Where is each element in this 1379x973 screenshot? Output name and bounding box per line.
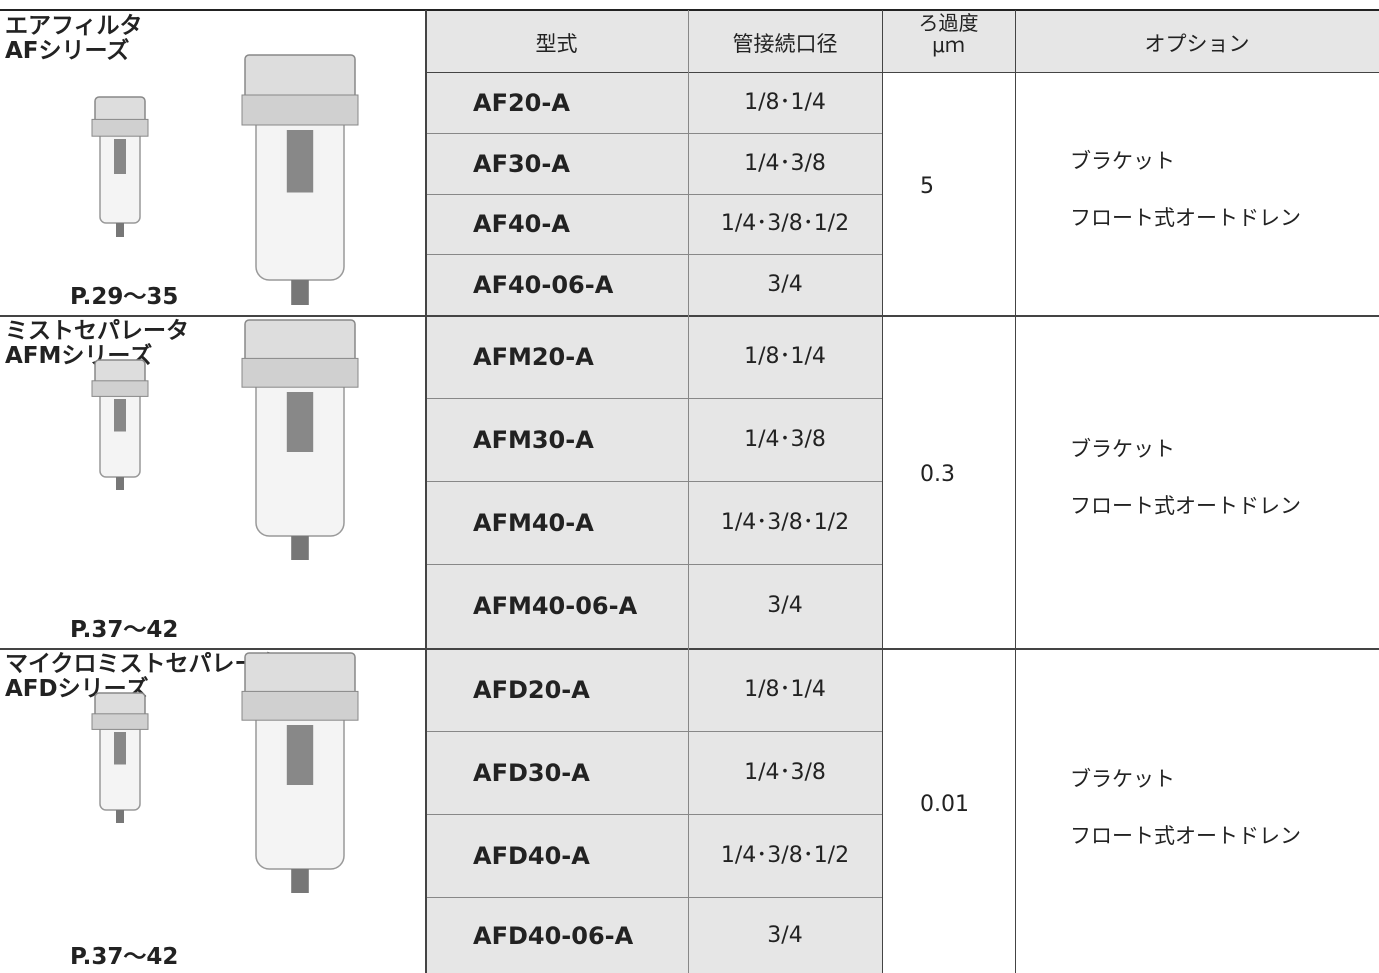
option-text: フロート式オートドレン [1070, 493, 1301, 518]
header-text: 型式 [535, 32, 578, 56]
model-text: AF40-06-A [473, 270, 614, 299]
port-text: 1/4･3/8 [744, 426, 826, 452]
filter-drain [291, 280, 309, 305]
row-line [425, 814, 882, 815]
header-line [425, 72, 1379, 73]
filter-ring [91, 118, 149, 137]
filtration-text: 0.01 [920, 791, 969, 817]
model-cell [425, 254, 882, 315]
model-text: AF20-A [473, 88, 570, 117]
model-cell [425, 731, 882, 814]
port-text: 1/4･3/8･1/2 [720, 509, 850, 535]
port-text: 1/8･1/4 [744, 89, 826, 115]
option-text: ブラケット [1070, 766, 1175, 791]
option-text: ブラケット [1070, 436, 1175, 461]
model-text: AFM30-A [473, 425, 594, 454]
filter-ring [241, 690, 359, 721]
row-line [425, 564, 882, 565]
port-text: 1/4･3/8 [744, 150, 826, 176]
model-text: AFD40-06-A [473, 922, 634, 950]
filter-drain [116, 223, 124, 237]
filter-ring [241, 94, 359, 126]
filtration-text: 5 [920, 173, 934, 199]
filter-element [114, 139, 126, 174]
model-cell [425, 814, 882, 897]
port-text: 1/4･3/8･1/2 [720, 211, 850, 236]
model-text: AF40-A [473, 210, 570, 238]
option-text: フロート式オートドレン [1070, 205, 1301, 230]
group-name: エアフィルタ [5, 13, 143, 39]
model-cell [425, 133, 882, 194]
filter-ring [91, 713, 149, 730]
col-line [1015, 10, 1016, 973]
row-line [425, 254, 882, 255]
model-cell [425, 564, 882, 648]
model-cell [425, 648, 882, 731]
filter-drain [291, 536, 309, 560]
filter-element [114, 399, 126, 432]
model-text: AF30-A [473, 149, 570, 178]
port-text: 3/4 [767, 593, 803, 618]
port-text: 1/8･1/4 [744, 343, 826, 369]
col-line [688, 10, 689, 973]
header-text: μｍ [932, 33, 965, 57]
group-page: P.29～35 [70, 284, 179, 310]
model-text: AFM20-A [473, 342, 594, 371]
filter-drain [291, 869, 309, 893]
row-line [425, 731, 882, 732]
group-line [0, 315, 1379, 317]
header-text: ろ過度 [918, 11, 979, 35]
model-text: AFD40-A [473, 841, 590, 870]
model-cell [425, 72, 882, 133]
header-text: オプション [1144, 32, 1250, 56]
model-text: AFM40-A [473, 508, 594, 537]
model-text: AFD20-A [473, 675, 590, 704]
group-line [0, 648, 1379, 650]
group-page: P.37～42 [70, 617, 179, 643]
model-cell [425, 194, 882, 254]
row-line [425, 133, 882, 134]
filter-element [286, 392, 314, 452]
port-text: 1/4･3/8 [744, 759, 826, 785]
row-line [425, 481, 882, 482]
filter-ring [91, 380, 149, 397]
model-cell [425, 315, 882, 398]
top-line [0, 9, 1379, 11]
filter-drain [116, 810, 124, 823]
model-cell [425, 897, 882, 973]
port-text: 1/8･1/4 [744, 676, 826, 702]
filter-ring [241, 357, 359, 388]
model-cell [425, 398, 882, 481]
header-text: 管接続口径 [732, 32, 838, 56]
group-page: P.37～42 [70, 944, 179, 970]
col-line [425, 10, 427, 973]
option-text: フロート式オートドレン [1070, 823, 1301, 848]
model-cell [425, 481, 882, 564]
group-name: ミストセパレータ [5, 318, 189, 344]
header-cell [425, 10, 1379, 72]
filter-element [286, 725, 314, 785]
group-name: マイクロミストセパレータ [5, 651, 281, 677]
filter-element [286, 130, 314, 193]
filter-element [114, 732, 126, 765]
group-series: AFシリーズ [5, 38, 130, 64]
row-line [425, 398, 882, 399]
option-text: ブラケット [1070, 148, 1175, 173]
col-line [882, 10, 883, 973]
model-text: AFD30-A [473, 758, 590, 787]
row-line [425, 194, 882, 195]
port-text: 1/4･3/8･1/2 [720, 842, 850, 868]
filtration-text: 0.3 [920, 461, 955, 487]
filter-drain [116, 477, 124, 490]
port-text: 3/4 [767, 271, 803, 297]
model-text: AFM40-06-A [473, 592, 638, 620]
row-line [425, 897, 882, 898]
port-text: 3/4 [767, 923, 803, 948]
